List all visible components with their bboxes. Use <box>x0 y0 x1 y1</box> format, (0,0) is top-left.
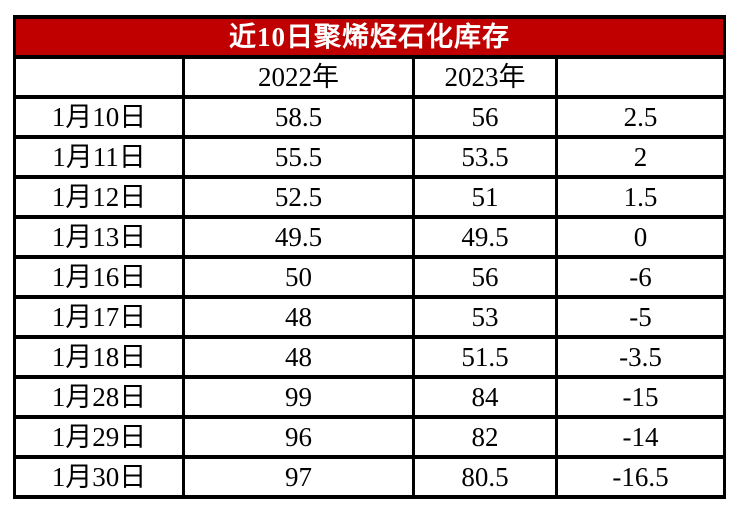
value-cell-2023: 84 <box>412 375 558 419</box>
diff-cell: -16.5 <box>555 455 726 499</box>
table-title: 近10日聚烯烃石化库存 <box>13 15 726 59</box>
value-cell-2022: 96 <box>182 415 415 459</box>
diff-cell: -6 <box>555 255 726 299</box>
header-year-2022: 2022年 <box>182 55 415 99</box>
value-cell-2022: 48 <box>182 335 415 379</box>
header-empty-left <box>13 55 185 99</box>
date-cell: 1月18日 <box>13 335 185 379</box>
value-cell-2023: 53.5 <box>412 135 558 179</box>
table-row: 1月13日 49.5 49.5 0 <box>13 215 726 259</box>
value-cell-2022: 58.5 <box>182 95 415 139</box>
header-empty-right <box>555 55 726 99</box>
table-row: 1月12日 52.5 51 1.5 <box>13 175 726 219</box>
diff-cell: 2.5 <box>555 95 726 139</box>
header-row: 2022年 2023年 <box>13 55 726 99</box>
table-row: 1月30日 97 80.5 -16.5 <box>13 455 726 499</box>
table-row: 1月10日 58.5 56 2.5 <box>13 95 726 139</box>
diff-cell: 2 <box>555 135 726 179</box>
date-cell: 1月30日 <box>13 455 185 499</box>
value-cell-2023: 82 <box>412 415 558 459</box>
value-cell-2023: 56 <box>412 255 558 299</box>
value-cell-2022: 52.5 <box>182 175 415 219</box>
date-cell: 1月16日 <box>13 255 185 299</box>
value-cell-2022: 50 <box>182 255 415 299</box>
value-cell-2023: 51 <box>412 175 558 219</box>
date-cell: 1月28日 <box>13 375 185 419</box>
date-cell: 1月12日 <box>13 175 185 219</box>
table-row: 1月17日 48 53 -5 <box>13 295 726 339</box>
value-cell-2023: 49.5 <box>412 215 558 259</box>
table-row: 1月28日 99 84 -15 <box>13 375 726 419</box>
value-cell-2023: 51.5 <box>412 335 558 379</box>
diff-cell: -15 <box>555 375 726 419</box>
date-cell: 1月17日 <box>13 295 185 339</box>
value-cell-2022: 99 <box>182 375 415 419</box>
diff-cell: -14 <box>555 415 726 459</box>
title-row: 近10日聚烯烃石化库存 <box>13 15 726 59</box>
inventory-table-container: 近10日聚烯烃石化库存 2022年 2023年 1月10日 58.5 56 2.… <box>13 15 726 499</box>
header-year-2023: 2023年 <box>412 55 558 99</box>
value-cell-2022: 48 <box>182 295 415 339</box>
value-cell-2022: 97 <box>182 455 415 499</box>
inventory-table: 近10日聚烯烃石化库存 2022年 2023年 1月10日 58.5 56 2.… <box>13 15 726 499</box>
diff-cell: -5 <box>555 295 726 339</box>
diff-cell: 0 <box>555 215 726 259</box>
table-row: 1月16日 50 56 -6 <box>13 255 726 299</box>
value-cell-2022: 49.5 <box>182 215 415 259</box>
diff-cell: -3.5 <box>555 335 726 379</box>
table-row: 1月11日 55.5 53.5 2 <box>13 135 726 179</box>
value-cell-2023: 53 <box>412 295 558 339</box>
table-row: 1月29日 96 82 -14 <box>13 415 726 459</box>
date-cell: 1月13日 <box>13 215 185 259</box>
value-cell-2023: 80.5 <box>412 455 558 499</box>
value-cell-2022: 55.5 <box>182 135 415 179</box>
date-cell: 1月11日 <box>13 135 185 179</box>
diff-cell: 1.5 <box>555 175 726 219</box>
date-cell: 1月29日 <box>13 415 185 459</box>
date-cell: 1月10日 <box>13 95 185 139</box>
value-cell-2023: 56 <box>412 95 558 139</box>
table-row: 1月18日 48 51.5 -3.5 <box>13 335 726 379</box>
